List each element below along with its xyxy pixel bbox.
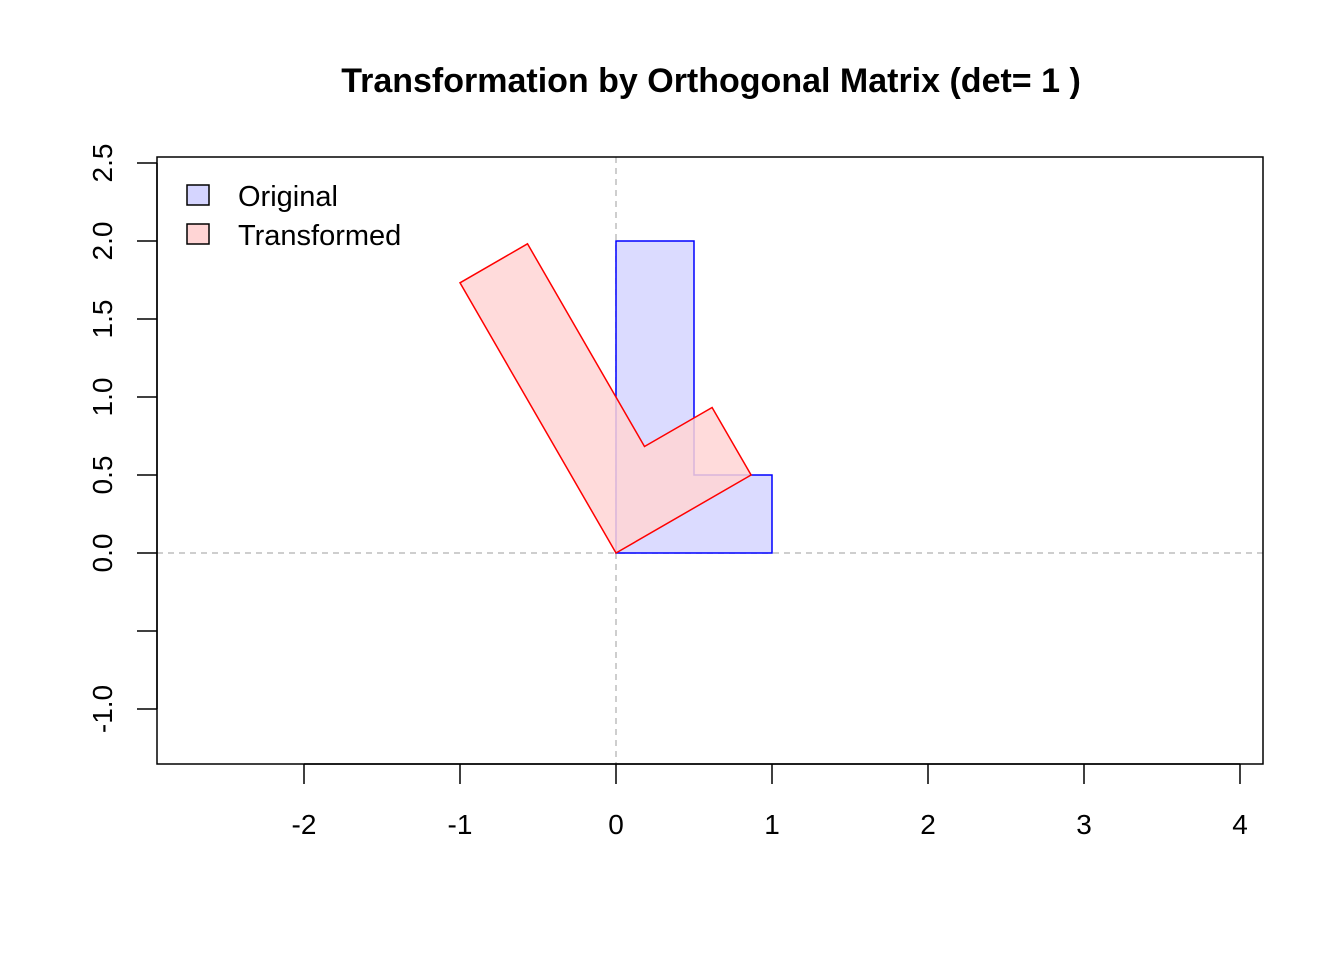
x-tick-label: 2 xyxy=(920,809,936,840)
y-tick-label: 2.5 xyxy=(87,144,118,183)
y-tick-label: 2.0 xyxy=(87,222,118,261)
x-tick-label: -2 xyxy=(292,809,317,840)
legend-swatch-original xyxy=(186,184,210,206)
x-tick-label: 0 xyxy=(608,809,624,840)
legend-label-transformed: Transformed xyxy=(238,220,401,252)
y-tick-label: 0.5 xyxy=(87,456,118,495)
x-axis: -2 -1 0 1 2 3 4 xyxy=(292,763,1248,840)
y-tick-label: -1.0 xyxy=(87,685,118,733)
x-tick-label: 3 xyxy=(1076,809,1092,840)
legend-swatch-transformed xyxy=(186,223,210,245)
y-tick-label: 1.0 xyxy=(87,378,118,417)
x-tick-label: 1 xyxy=(764,809,780,840)
legend-label-original: Original xyxy=(238,181,338,213)
y-axis: -1.0 0.0 0.5 1.0 1.5 2.0 2.5 xyxy=(87,144,158,733)
y-tick-label: 0.0 xyxy=(87,534,118,573)
plot-area xyxy=(157,157,1263,764)
x-tick-label: -1 xyxy=(448,809,473,840)
chart-title: Transformation by Orthogonal Matrix (det… xyxy=(341,62,1081,100)
x-tick-label: 4 xyxy=(1232,809,1248,840)
series-polygon-transformed xyxy=(458,242,753,555)
legend: Original Transformed xyxy=(186,181,401,252)
y-tick-label: 1.5 xyxy=(87,300,118,339)
